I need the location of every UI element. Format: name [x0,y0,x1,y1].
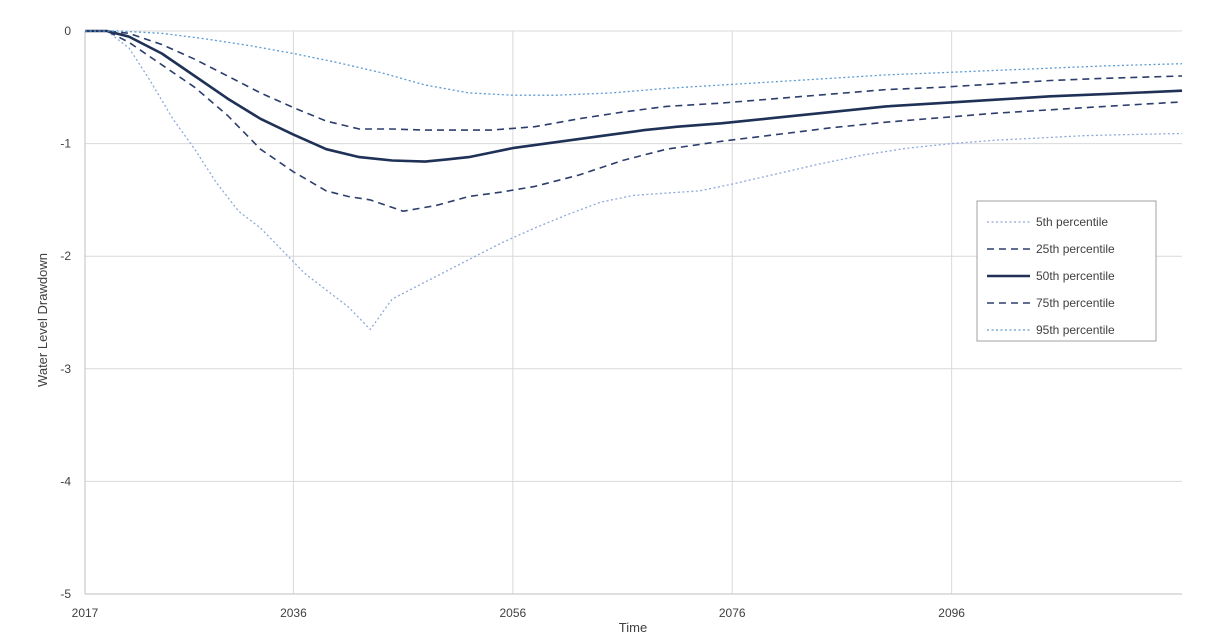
y-axis-title: Water Level Drawdown [35,253,50,387]
legend-label: 5th percentile [1036,215,1108,229]
legend-label: 50th percentile [1036,269,1115,283]
series-line-1 [85,30,1183,331]
x-tick-label: 2017 [72,606,99,620]
y-tick-label: -5 [60,587,71,601]
x-axis-title: Time [619,620,647,635]
y-tick-label: -4 [60,474,71,488]
series-line-2 [85,30,1183,212]
y-tick-label: 0 [64,24,71,38]
legend-label: 75th percentile [1036,296,1115,310]
legend: 5th percentile 25th percentile 50th percen… [976,200,1157,342]
x-tick-label: 2056 [499,606,526,620]
series-lines [85,29,1183,331]
series-line-4 [85,30,1183,131]
y-tick-label: -2 [60,249,71,263]
legend-label: 95th percentile [1036,323,1115,337]
y-tick-label: -1 [60,137,71,151]
x-tick-label: 2096 [938,606,965,620]
series-line-5 [85,30,1183,96]
x-tick-label: 2036 [280,606,307,620]
y-tick-label: -3 [60,362,71,376]
series-line-3 [85,29,1183,163]
legend-label: 25th percentile [1036,242,1115,256]
x-tick-label: 2076 [719,606,746,620]
legend-box [976,200,1157,342]
